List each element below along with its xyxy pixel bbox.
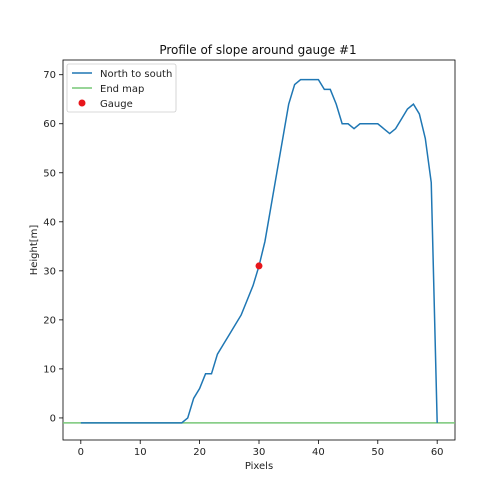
x-tick-label-6: 60 <box>431 447 444 458</box>
x-tick-label-0: 0 <box>78 447 84 458</box>
x-axis: 0 10 20 30 40 50 60 <box>78 440 444 458</box>
x-tick-label-4: 40 <box>312 447 325 458</box>
legend-label-north-to-south: North to south <box>100 69 172 80</box>
x-tick-label-2: 20 <box>193 447 206 458</box>
x-tick-label-5: 50 <box>371 447 384 458</box>
series-layer <box>63 78 455 424</box>
y-tick-label-6: 60 <box>43 119 56 130</box>
y-tick-label-0: 0 <box>50 413 56 424</box>
legend: North to south End map Gauge <box>66 63 177 113</box>
points-layer <box>255 262 263 270</box>
y-tick-label-4: 40 <box>43 217 56 228</box>
x-tick-label-1: 10 <box>134 447 147 458</box>
y-tick-label-1: 10 <box>43 364 56 375</box>
legend-swatch-gauge <box>78 99 86 107</box>
y-tick-label-5: 50 <box>43 168 56 179</box>
series-line-0 <box>80 78 438 424</box>
legend-label-gauge: Gauge <box>100 99 133 110</box>
y-tick-label-2: 20 <box>43 315 56 326</box>
x-axis-label: Pixels <box>245 461 273 472</box>
chart-title: Profile of slope around gauge #1 <box>159 43 356 57</box>
gauge-point-0 <box>255 262 263 270</box>
y-tick-label-3: 30 <box>43 266 56 277</box>
legend-label-end-map: End map <box>100 84 144 95</box>
x-tick-label-3: 30 <box>253 447 266 458</box>
y-axis-label: Height[m] <box>29 225 40 276</box>
legend-box <box>66 63 177 113</box>
y-tick-label-7: 70 <box>43 70 56 81</box>
plot-frame <box>62 59 456 441</box>
y-axis: 0 10 20 30 40 50 60 70 <box>43 70 63 424</box>
